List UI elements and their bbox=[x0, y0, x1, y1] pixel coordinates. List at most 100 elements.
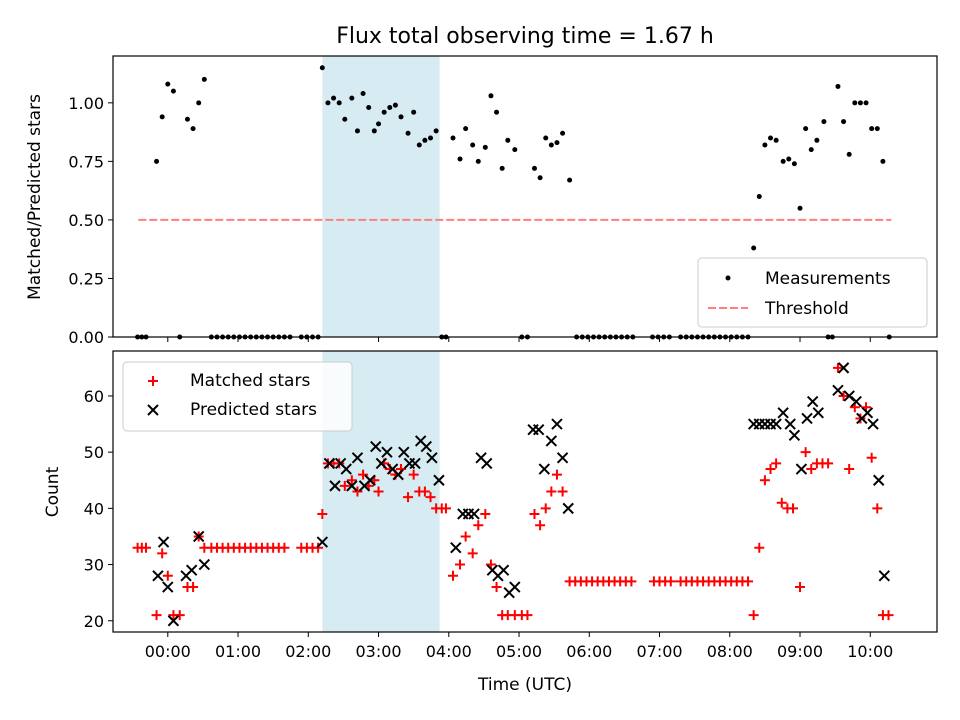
predicted-point bbox=[861, 407, 874, 419]
matched-point bbox=[866, 452, 877, 463]
predicted-point bbox=[545, 435, 558, 447]
predicted-point bbox=[532, 423, 545, 436]
y-tick-label: 0.25 bbox=[68, 269, 104, 288]
matched-point bbox=[872, 503, 883, 514]
predicted-point bbox=[468, 508, 480, 520]
matched-point bbox=[419, 486, 430, 497]
measurement-point bbox=[342, 116, 348, 122]
matched-point bbox=[771, 458, 782, 469]
measurement-point bbox=[791, 161, 797, 167]
y-tick-label: 40 bbox=[84, 499, 104, 518]
measurement-point bbox=[821, 119, 827, 125]
matched-point bbox=[838, 390, 849, 401]
predicted-point bbox=[351, 452, 364, 464]
measurement-point bbox=[874, 126, 880, 132]
matched-point bbox=[844, 464, 855, 475]
x-tick-label: 03:00 bbox=[355, 642, 401, 661]
measurement-point bbox=[560, 130, 566, 136]
matched-point bbox=[800, 447, 811, 458]
x-tick-label: 01:00 bbox=[215, 642, 261, 661]
matched-point bbox=[529, 508, 540, 519]
measurement-point bbox=[786, 156, 792, 162]
measurement-point bbox=[543, 135, 549, 141]
predicted-point bbox=[509, 581, 521, 593]
matched-point bbox=[480, 508, 491, 519]
predicted-point bbox=[806, 395, 819, 408]
matched-point bbox=[151, 610, 162, 621]
measurement-point bbox=[773, 137, 779, 143]
measurement-point bbox=[803, 126, 809, 132]
x-tick-label: 10:00 bbox=[847, 642, 893, 661]
measurement-point bbox=[433, 128, 439, 134]
predicted-point bbox=[340, 463, 352, 475]
matched-point bbox=[535, 520, 546, 531]
matched-point bbox=[665, 576, 676, 587]
matched-point bbox=[823, 458, 834, 469]
matched-point bbox=[832, 362, 843, 373]
y-axis-label-ratio: Matched/Predicted stars bbox=[25, 94, 45, 300]
predicted-point bbox=[777, 407, 789, 419]
legend-marker-predicted bbox=[147, 404, 159, 416]
matched-point bbox=[787, 503, 798, 514]
matched-point bbox=[279, 542, 290, 553]
measurement-point bbox=[201, 76, 207, 82]
y-tick-label: 0.00 bbox=[68, 328, 104, 347]
matched-point bbox=[522, 610, 533, 621]
y-axis-label-count: Count bbox=[43, 466, 63, 517]
x-axis-label: Time (UTC) bbox=[477, 675, 572, 695]
y-tick-label: 60 bbox=[84, 387, 104, 406]
predicted-point bbox=[375, 457, 388, 470]
measurement-point bbox=[846, 151, 852, 157]
legend-marker-measurements bbox=[725, 275, 731, 281]
measurement-point bbox=[780, 158, 786, 164]
x-tick-label: 05:00 bbox=[496, 642, 542, 661]
matched-point bbox=[743, 576, 754, 587]
measurement-point bbox=[751, 245, 757, 251]
legend-label-measurements: Measurements bbox=[765, 269, 891, 289]
matched-point bbox=[455, 559, 466, 570]
predicted-point bbox=[837, 362, 850, 374]
measurement-point bbox=[852, 100, 858, 106]
predicted-point bbox=[157, 536, 170, 548]
predicted-point bbox=[316, 536, 329, 548]
measurement-point bbox=[428, 135, 434, 141]
matched-point bbox=[447, 570, 458, 581]
measurement-point bbox=[808, 147, 814, 153]
measurement-point bbox=[416, 142, 422, 148]
measurement-point bbox=[841, 119, 847, 125]
legend-label-threshold: Threshold bbox=[764, 299, 849, 319]
x-tick-label: 00:00 bbox=[145, 642, 191, 661]
matched-point bbox=[440, 503, 451, 514]
measurement-point bbox=[756, 194, 762, 199]
matched-point bbox=[174, 610, 185, 621]
measurement-point bbox=[537, 175, 543, 181]
measurement-point bbox=[548, 142, 554, 148]
measurement-point bbox=[398, 114, 404, 120]
measurement-point bbox=[505, 137, 511, 143]
measurement-point bbox=[405, 130, 411, 136]
predicted-point bbox=[784, 418, 796, 430]
measurement-point bbox=[331, 95, 337, 101]
measurement-point bbox=[814, 137, 820, 143]
measurement-point bbox=[482, 144, 488, 150]
chart-title: Flux total observing time = 1.67 h bbox=[336, 24, 714, 49]
measurement-point bbox=[880, 158, 886, 164]
measurement-point bbox=[376, 121, 382, 127]
predicted-point bbox=[409, 457, 421, 470]
matched-point bbox=[754, 542, 765, 553]
predicted-point bbox=[433, 474, 445, 486]
measurement-point bbox=[190, 126, 196, 132]
measurement-point bbox=[360, 90, 366, 96]
predicted-point bbox=[167, 615, 180, 627]
matched-point bbox=[795, 582, 806, 593]
predicted-point bbox=[551, 418, 563, 430]
matched-point bbox=[626, 576, 637, 587]
measurement-point bbox=[411, 109, 417, 115]
predicted-point bbox=[392, 468, 404, 481]
measurement-point bbox=[422, 137, 428, 143]
predicted-point bbox=[538, 463, 551, 475]
predicted-point bbox=[850, 395, 862, 408]
x-tick-label: 08:00 bbox=[707, 642, 753, 661]
measurement-point bbox=[762, 142, 768, 148]
predicted-point bbox=[329, 480, 341, 492]
